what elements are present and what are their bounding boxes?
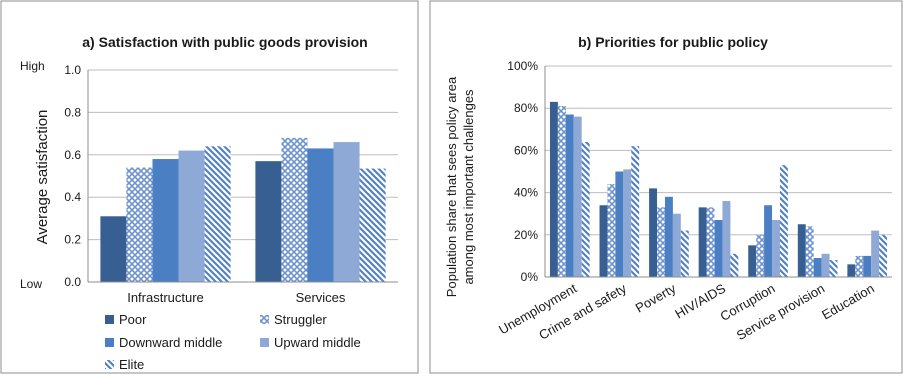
chart-b-bar-elite bbox=[631, 146, 640, 277]
panel-a-frame bbox=[0, 0, 419, 374]
chart-a-ylabel: Average satisfaction bbox=[34, 110, 51, 245]
chart-b-ytick-label: 0% bbox=[521, 270, 539, 284]
chart-a-ytick-label: 1.0 bbox=[64, 63, 81, 77]
legend-label-upward-middle: Upward middle bbox=[274, 335, 361, 350]
chart-b-bar-struggler bbox=[706, 207, 715, 277]
chart-b-ytick-label: 100% bbox=[507, 59, 538, 73]
chart-a-title: a) Satisfaction with public goods provis… bbox=[82, 34, 367, 50]
chart-b-bar-upward-middle bbox=[722, 201, 731, 277]
legend-swatch-poor bbox=[105, 315, 114, 324]
chart-b-bar-struggler bbox=[756, 234, 765, 277]
chart-b-bar-upward-middle bbox=[573, 116, 582, 277]
chart-a-bar-elite bbox=[359, 168, 386, 282]
legend-swatch-upward-middle bbox=[260, 338, 269, 347]
chart-b-bar-upward-middle bbox=[821, 253, 830, 277]
chart-b-bar-elite bbox=[730, 253, 739, 277]
chart-b-bar-poor bbox=[549, 101, 558, 278]
chart-a-bar-downward-middle bbox=[152, 159, 179, 282]
chart-a-category-label: Infrastructure bbox=[127, 290, 204, 305]
chart-b-bar-downward-middle bbox=[813, 258, 822, 277]
chart-b-ytick-label: 20% bbox=[514, 228, 538, 242]
chart-b-ytick-label: 80% bbox=[514, 101, 538, 115]
chart-b-bar-upward-middle bbox=[871, 230, 880, 277]
chart-b-bar-upward-middle bbox=[672, 213, 681, 277]
chart-b-bar-downward-middle bbox=[615, 171, 624, 277]
chart-b-ylabel-line2: among most important challenges bbox=[461, 89, 476, 285]
chart-b-bar-poor bbox=[649, 188, 658, 277]
chart-b-ytick-label: 60% bbox=[514, 143, 538, 157]
chart-b-bar-elite bbox=[581, 141, 590, 277]
chart-a-ytick-label: 0.2 bbox=[64, 233, 81, 247]
chart-a-bar-poor bbox=[255, 161, 282, 282]
legend-label-downward-middle: Downward middle bbox=[119, 335, 222, 350]
chart-b-bar-elite bbox=[879, 234, 888, 277]
legend-swatch-elite bbox=[105, 360, 114, 369]
chart-b-title: b) Priorities for public policy bbox=[578, 34, 768, 50]
chart-b-category-label: Service provision bbox=[734, 281, 827, 343]
chart-b-category-label: Education bbox=[819, 281, 877, 323]
chart-a-ytick-label: 0.0 bbox=[64, 275, 81, 289]
chart-a-bar-elite bbox=[204, 146, 231, 282]
chart-b-ylabel-line1: Population share that sees policy area bbox=[444, 76, 459, 297]
chart-a-bar-struggler bbox=[126, 167, 153, 282]
legend-label-struggler: Struggler bbox=[274, 312, 327, 327]
chart-a-plot: 0.0 0.2 0.4 0.6 0.8 1.0 Infrastructure Services bbox=[64, 63, 398, 305]
chart-b-bar-elite bbox=[680, 230, 689, 277]
chart-b-bar-upward-middle bbox=[623, 169, 632, 277]
chart-a-low-label: Low bbox=[20, 277, 42, 291]
chart-b-category-label: Poverty bbox=[633, 280, 679, 315]
chart-b-bar-struggler bbox=[657, 207, 665, 277]
chart-a-bar-upward-middle bbox=[178, 150, 205, 282]
chart-a-bar-struggler bbox=[281, 137, 308, 282]
chart-b-bar-downward-middle bbox=[764, 205, 773, 277]
panel-b-frame bbox=[429, 0, 903, 374]
chart-b-ytick-label: 40% bbox=[514, 186, 538, 200]
chart-b-bar-poor bbox=[847, 264, 856, 277]
chart-b-bar-downward-middle bbox=[714, 220, 723, 277]
chart-b-bar-poor bbox=[797, 224, 806, 277]
legend-label-poor: Poor bbox=[119, 312, 147, 327]
chart-b-bar-downward-middle bbox=[863, 255, 872, 277]
chart-b-bar-poor bbox=[599, 205, 608, 277]
legend-swatch-downward-middle bbox=[105, 338, 114, 347]
chart-a-ytick-label: 0.8 bbox=[64, 105, 81, 119]
chart-b-bar-struggler bbox=[855, 255, 864, 277]
chart-a-bar-poor bbox=[100, 216, 127, 282]
chart-b-bar-elite bbox=[829, 260, 838, 277]
chart-b-bar-struggler bbox=[607, 184, 616, 277]
chart-b-bar-elite bbox=[779, 165, 788, 277]
chart-a-high-label: High bbox=[20, 59, 45, 73]
chart-a-ytick-label: 0.6 bbox=[64, 148, 81, 162]
chart-b-bar-poor bbox=[698, 207, 707, 277]
legend-label-elite: Elite bbox=[119, 357, 144, 372]
chart-b-bar-downward-middle bbox=[565, 114, 574, 277]
chart-b-category-label: Crime and safety bbox=[536, 280, 629, 342]
chart-a-bar-downward-middle bbox=[307, 148, 334, 282]
chart-b-bar-struggler bbox=[557, 106, 566, 277]
chart-b-bar-upward-middle bbox=[772, 220, 780, 277]
chart-a-bar-upward-middle bbox=[333, 142, 360, 282]
legend-swatch-struggler bbox=[260, 315, 269, 324]
chart-a-ytick-label: 0.4 bbox=[64, 190, 81, 204]
chart-b-bar-downward-middle bbox=[664, 196, 673, 277]
chart-a-category-label: Services bbox=[296, 290, 346, 305]
chart-b-bar-struggler bbox=[805, 226, 814, 277]
chart-b-bar-poor bbox=[748, 245, 757, 277]
